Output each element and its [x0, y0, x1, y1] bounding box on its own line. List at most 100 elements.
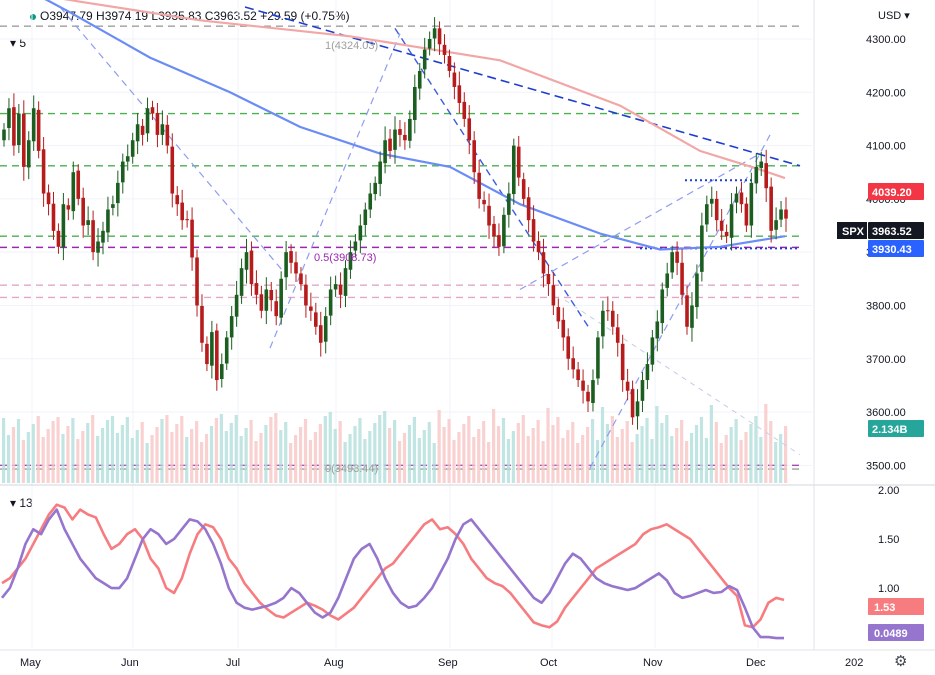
volume-bar — [353, 426, 357, 483]
volume-bar — [462, 424, 466, 483]
candle-body — [195, 257, 199, 306]
oscillator-pane — [0, 503, 785, 640]
volume-bar — [105, 420, 110, 483]
candle-body — [571, 358, 575, 370]
candle-body — [472, 140, 476, 173]
volume-bar — [655, 406, 659, 483]
x-tick-label: Nov — [643, 657, 663, 669]
candle-body — [56, 230, 61, 247]
candle-body — [516, 146, 521, 178]
volume-bar — [744, 432, 748, 483]
candle-body — [398, 129, 402, 135]
volume-bar — [719, 443, 723, 483]
volume-bar — [764, 404, 768, 483]
candle-body — [546, 274, 551, 285]
candle-body — [442, 44, 447, 55]
volume-bar — [749, 424, 753, 483]
volume-bar — [249, 420, 253, 483]
candle-body — [41, 149, 46, 194]
candle-body — [180, 202, 184, 221]
volume-bar — [36, 416, 40, 483]
volume-bar — [140, 422, 144, 483]
volume-bar — [170, 432, 174, 483]
volume-bar — [209, 426, 214, 483]
y-tick-label: 3700.00 — [866, 354, 906, 366]
candle-body — [239, 268, 244, 296]
volume-bar — [239, 436, 243, 483]
volume-bar — [472, 437, 476, 483]
gear-icon[interactable]: ⚙ — [894, 653, 908, 670]
volume-bar — [254, 441, 258, 483]
fib-label: 0(3493.44) — [325, 463, 378, 475]
price-tag: 3930.43 — [872, 244, 912, 256]
volume-bar — [615, 437, 619, 483]
volume-bar — [546, 408, 550, 483]
volume-bar — [422, 430, 426, 483]
volume-bar — [729, 427, 733, 483]
symbol-tag: SPX — [842, 226, 865, 238]
osc-y-tick-label: 1.00 — [878, 583, 899, 595]
volume-bar — [373, 423, 377, 483]
candle-body — [190, 219, 194, 258]
volume-bar — [665, 415, 669, 483]
volume-bar — [388, 428, 392, 483]
volume-bar — [521, 415, 525, 483]
volume-bar — [145, 443, 149, 483]
candle-body — [388, 138, 392, 151]
volume-bar — [358, 418, 362, 483]
volume-bar — [91, 415, 95, 483]
candle-body — [165, 124, 170, 146]
volume-bar — [150, 435, 154, 483]
volume-bar — [383, 411, 387, 483]
volume-bar — [21, 440, 25, 483]
candle-body — [462, 101, 467, 119]
volume-bar — [402, 433, 407, 483]
candle-body — [259, 294, 264, 311]
candle-body — [531, 219, 536, 242]
candle-body — [734, 193, 739, 203]
annotations: 1(4324.03) 0.5(3908.73) 0(3493.44) — [314, 40, 378, 475]
candle-body — [96, 241, 100, 253]
volume-bar — [96, 436, 100, 483]
volume-bar — [709, 405, 713, 483]
indicator-interval-label[interactable]: ▾ 13 — [10, 496, 33, 510]
candle-body — [739, 192, 744, 205]
volume-bar — [427, 422, 431, 483]
candle-body — [591, 380, 595, 403]
volume-bar — [155, 427, 159, 483]
volume-bar — [670, 436, 674, 483]
volume-bar — [541, 441, 545, 483]
candle-body — [299, 273, 303, 285]
volume-bar — [16, 419, 21, 483]
volume-bar — [264, 425, 268, 483]
osc-tag: 0.0489 — [874, 628, 908, 640]
candle-body — [106, 209, 110, 233]
volume-bar — [556, 417, 560, 483]
candle-body — [2, 129, 6, 141]
volume-bar — [313, 432, 318, 483]
volume-bar — [110, 416, 115, 483]
volume-bar — [214, 418, 219, 483]
volume-bar — [100, 428, 105, 483]
volume-bar — [244, 428, 248, 483]
volume-bar — [412, 417, 416, 483]
ohlc-text: O3947.79 H3974.19 L3935.83 C3963.52 +29.… — [40, 9, 350, 23]
candle-body — [729, 204, 734, 238]
x-tick-label: Jun — [121, 657, 139, 669]
volume-bar — [348, 434, 352, 483]
osc-tag: 1.53 — [874, 602, 895, 614]
candle-body — [521, 179, 526, 199]
candle-body — [224, 337, 229, 364]
currency-selector[interactable]: USD ▾ — [878, 10, 910, 22]
volume-bar — [229, 423, 233, 483]
candle-body — [714, 198, 719, 221]
volume-bar — [224, 431, 228, 483]
candle-body — [7, 108, 11, 128]
candle-body — [417, 70, 422, 89]
candle-body — [705, 204, 709, 225]
interval-label[interactable]: ▾ 5 — [10, 36, 27, 50]
candle-body — [487, 205, 491, 226]
candle-body — [383, 140, 387, 164]
